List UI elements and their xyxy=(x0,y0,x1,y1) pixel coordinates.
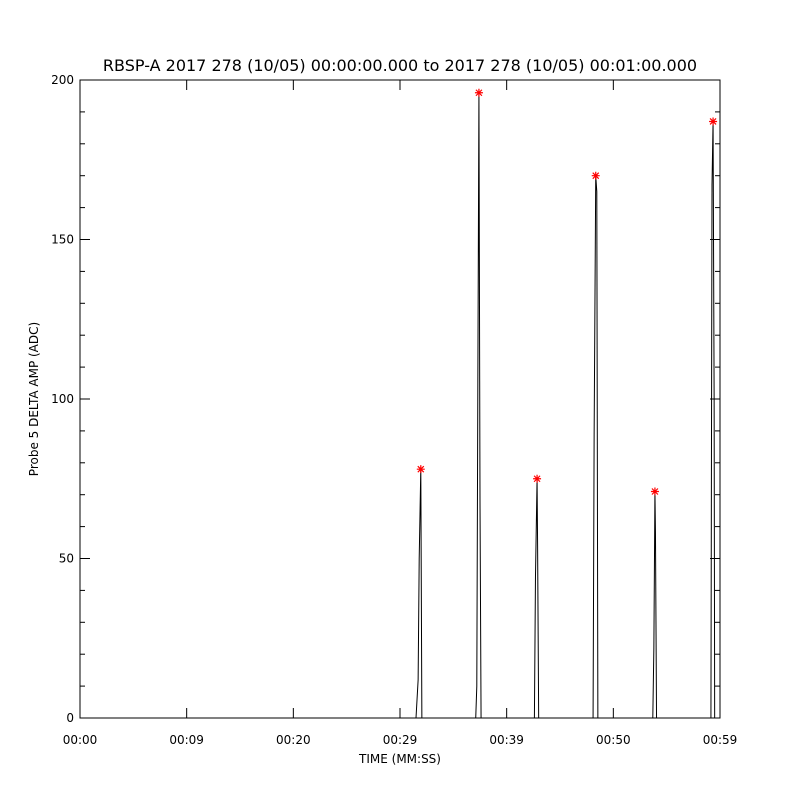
signal-line xyxy=(80,92,720,719)
x-tick-label: 00:00 xyxy=(63,733,98,747)
peak-marker xyxy=(416,465,425,474)
y-tick-label: 200 xyxy=(51,73,74,87)
peak-marker xyxy=(650,487,659,496)
chart-title: RBSP-A 2017 278 (10/05) 00:00:00.000 to … xyxy=(103,56,697,75)
x-tick-label: 00:59 xyxy=(703,733,738,747)
y-tick-label: 50 xyxy=(59,552,74,566)
y-tick-label: 150 xyxy=(51,233,74,247)
y-axis-label: Probe 5 DELTA AMP (ADC) xyxy=(27,322,41,476)
plot-frame xyxy=(79,79,721,719)
x-tick-label: 00:39 xyxy=(489,733,524,747)
peak-marker xyxy=(709,117,718,126)
x-axis-label: TIME (MM:SS) xyxy=(358,752,441,766)
peak-marker xyxy=(474,88,483,97)
x-tick-label: 00:50 xyxy=(596,733,631,747)
y-tick-label: 100 xyxy=(51,392,74,406)
peak-marker xyxy=(533,474,542,483)
x-tick-label: 00:09 xyxy=(169,733,204,747)
y-tick-label: 0 xyxy=(66,711,74,725)
peak-marker xyxy=(591,171,600,180)
x-tick-label: 00:20 xyxy=(276,733,311,747)
x-tick-label: 00:29 xyxy=(383,733,418,747)
